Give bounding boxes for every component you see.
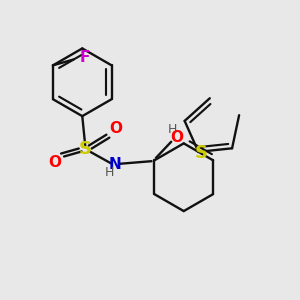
Text: O: O xyxy=(49,155,62,170)
Text: F: F xyxy=(80,50,90,65)
Text: H: H xyxy=(167,124,177,136)
Text: H: H xyxy=(105,166,114,178)
Text: S: S xyxy=(79,140,92,158)
Text: O: O xyxy=(171,130,184,145)
Text: S: S xyxy=(194,144,207,162)
Text: N: N xyxy=(108,157,121,172)
Text: O: O xyxy=(109,121,122,136)
